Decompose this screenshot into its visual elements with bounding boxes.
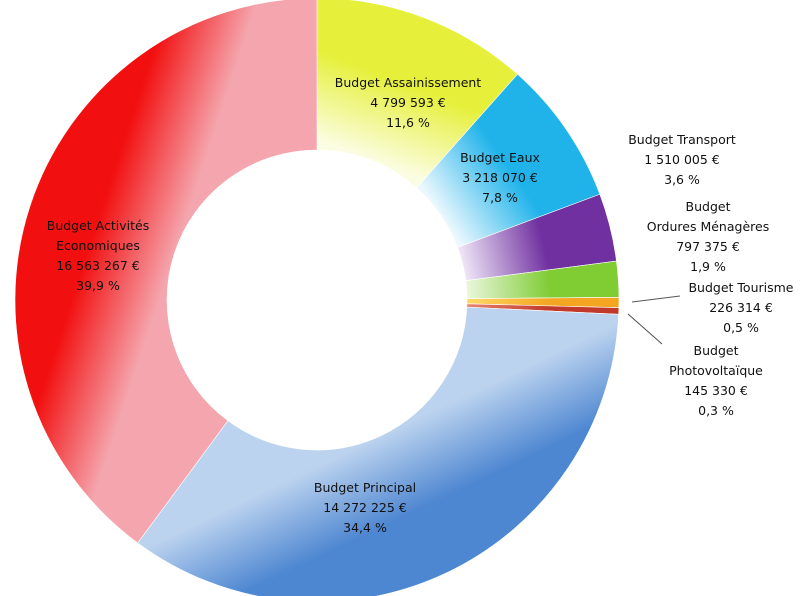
slice-label-line: 0,3 % — [698, 403, 734, 418]
slice-label: Budget Transport 1 510 005 € 3,6 % — [628, 132, 736, 187]
slice-label-line: Budget Principal — [314, 480, 416, 495]
slice-budget-activit-s-economiques — [14, 0, 318, 544]
slice-label-line: 145 330 € — [684, 383, 748, 398]
labels-group: Budget Assainissement 4 799 593 €11,6 %Bu… — [47, 75, 794, 535]
slice-label-line: Photovoltaïque — [669, 363, 763, 378]
slice-label: Budget Eaux 3 218 070 € 7,8 % — [460, 150, 540, 205]
slice-label-line: 14 272 225 € — [323, 500, 407, 515]
slice-label-line: Budget Tourisme — [688, 280, 793, 295]
slice-label-line: 3 218 070 € — [462, 170, 538, 185]
slice-label-line: 39,9 % — [76, 278, 120, 293]
slice-label-line: Economiques — [56, 238, 140, 253]
leader-lines-group — [627, 295, 681, 345]
slice-label-line: 7,8 % — [482, 190, 518, 205]
slice-label-line: 34,4 % — [343, 520, 387, 535]
slice-label-line: 797 375 € — [676, 239, 740, 254]
slice-label-line: Budget — [694, 343, 739, 358]
slice-label-line: 226 314 € — [709, 300, 773, 315]
slice-label: Budget Ordures Ménagères 797 375 € 1,9 % — [647, 199, 769, 274]
slice-budget-principal — [137, 306, 619, 596]
slice-label-line: 16 563 267 € — [56, 258, 140, 273]
slice-label: Budget Activités Economiques 16 563 267 € 3… — [47, 218, 149, 293]
slice-label-line: Budget Assainissement — [335, 75, 482, 90]
slice-label-line: Budget Activités — [47, 218, 149, 233]
slice-label: Budget Tourisme 226 314 € 0,5 % — [688, 280, 793, 335]
slice-label-line: 1 510 005 € — [644, 152, 720, 167]
leader-line — [627, 313, 663, 345]
slice-label-line: 11,6 % — [386, 115, 430, 130]
slice-budget-assainissement — [316, 0, 518, 189]
slice-label-line: 1,9 % — [690, 259, 726, 274]
slice-label: Budget Principal 14 272 225 € 34,4 % — [314, 480, 416, 535]
slice-label-line: Ordures Ménagères — [647, 219, 769, 234]
slice-label-line: Budget — [686, 199, 731, 214]
slice-label: Budget Photovoltaïque 145 330 € 0,3 % — [669, 343, 763, 418]
slice-label-line: 4 799 593 € — [370, 95, 446, 110]
slice-label-line: 0,5 % — [723, 320, 759, 335]
slices-group — [14, 0, 620, 596]
slice-label-line: Budget Eaux — [460, 150, 540, 165]
leader-line — [631, 295, 681, 303]
slice-label-line: Budget Transport — [628, 132, 736, 147]
slice-label: Budget Assainissement 4 799 593 € 11,6 % — [335, 75, 482, 130]
slice-label-line: 3,6 % — [664, 172, 700, 187]
